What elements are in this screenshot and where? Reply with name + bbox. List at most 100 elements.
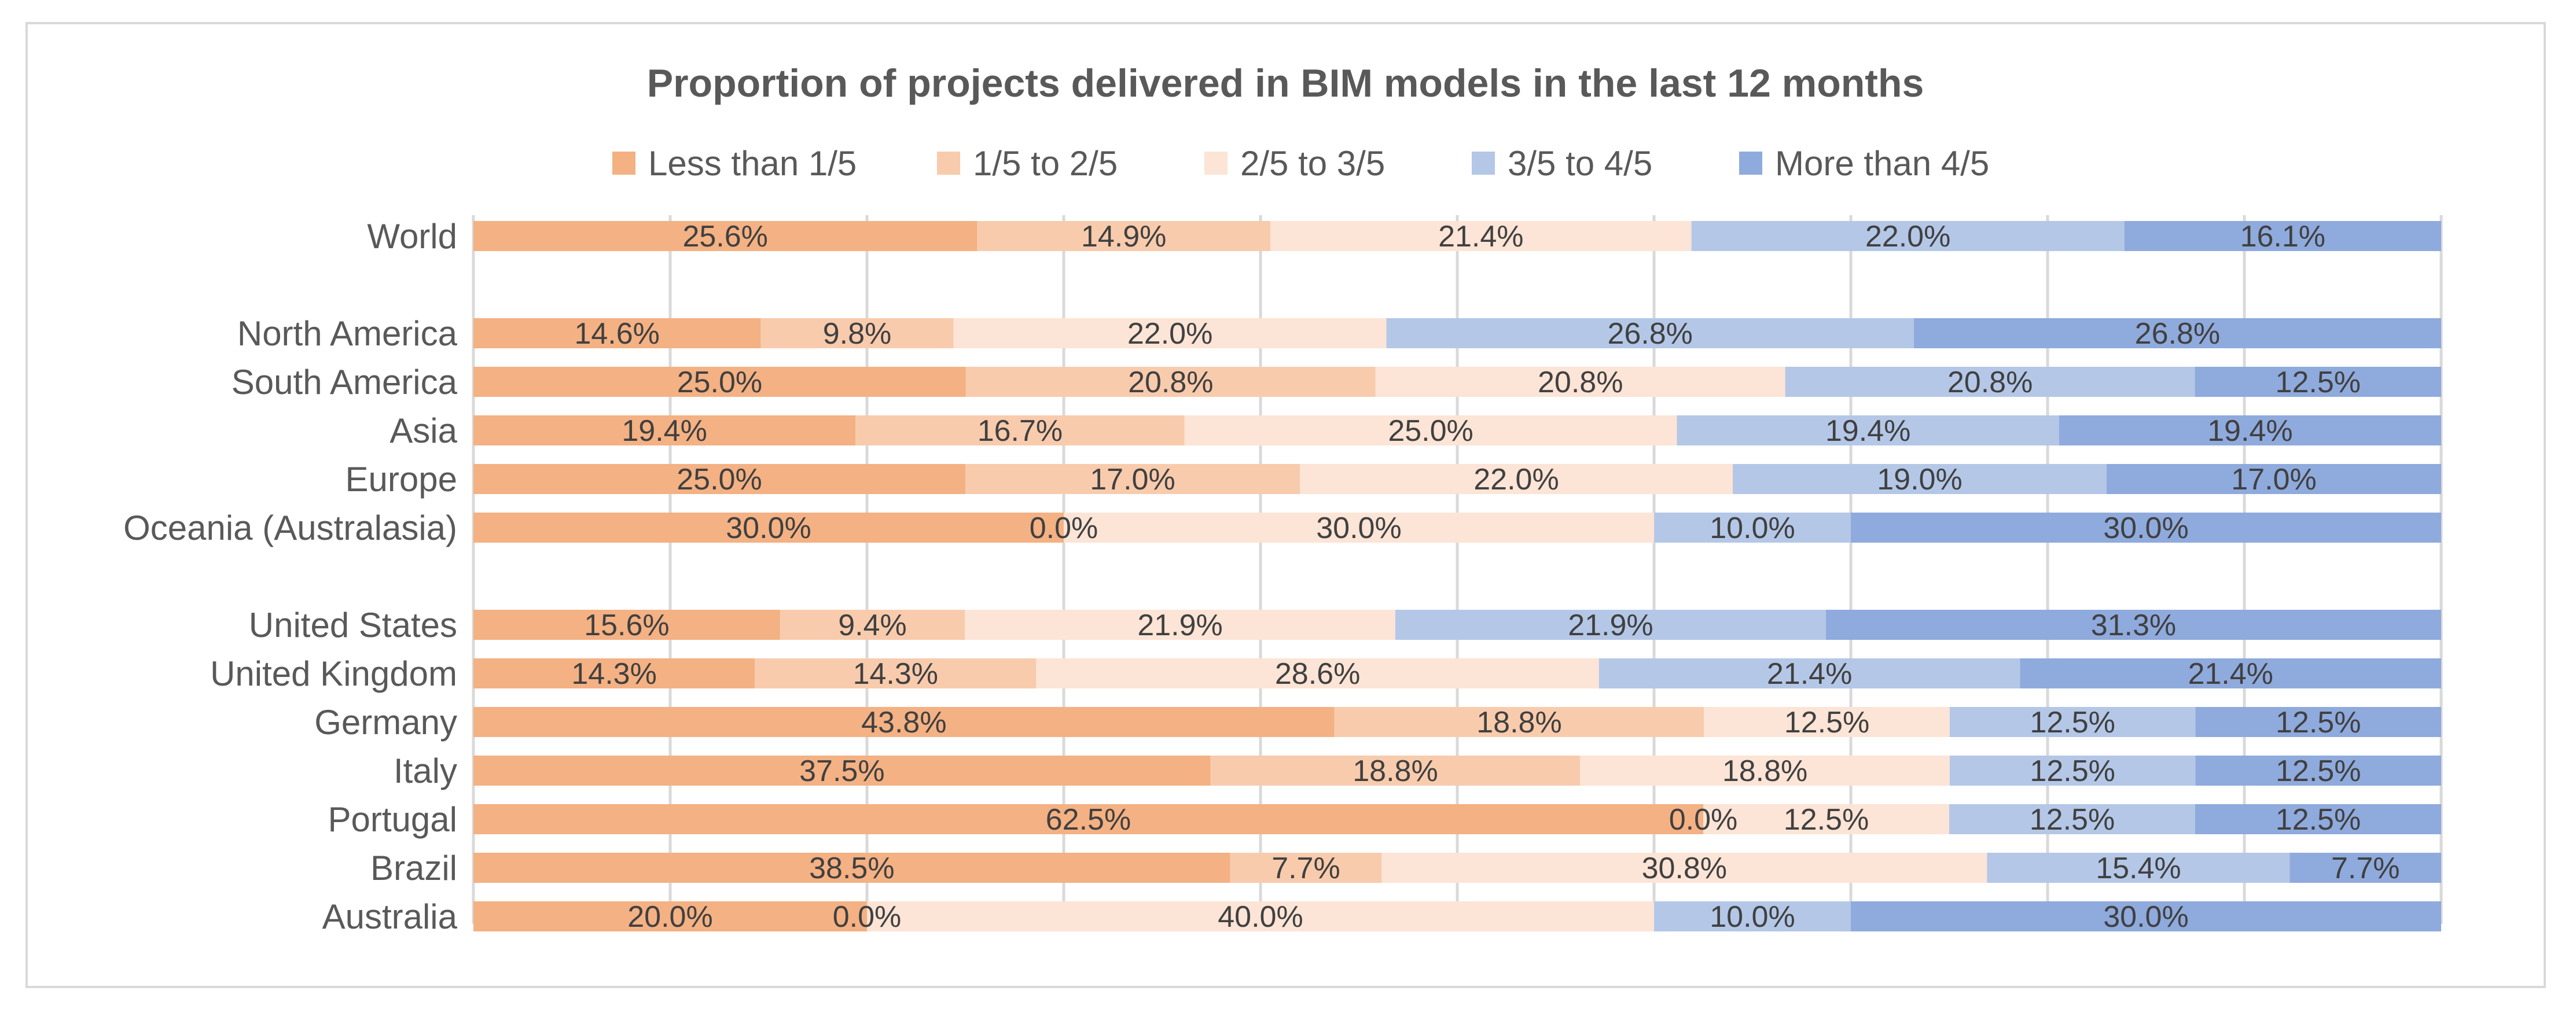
- legend-swatch: [1472, 152, 1495, 175]
- data-label: 22.0%: [1473, 463, 1559, 496]
- data-label: 22.0%: [1127, 317, 1212, 351]
- data-label: 30.0%: [726, 511, 811, 545]
- bar-germany-more-than-4-5: [2195, 707, 2441, 737]
- data-label: 12.5%: [2030, 803, 2115, 837]
- bar-portugal-2-5-to-3-5: [1703, 804, 1949, 834]
- data-label: 22.0%: [1865, 220, 1950, 253]
- data-label: 20.0%: [627, 900, 712, 934]
- bar-north-america-2-5-to-3-5: [953, 318, 1387, 348]
- data-label: 21.4%: [1767, 657, 1852, 691]
- data-label: 12.5%: [2276, 706, 2361, 739]
- data-label: 15.6%: [584, 609, 669, 642]
- bar-north-america-1-5-to-2-5: [760, 318, 954, 348]
- legend-swatch: [937, 152, 960, 175]
- category-label-south-america: South America: [231, 363, 458, 401]
- data-label: 10.0%: [1710, 900, 1795, 934]
- data-label: 12.5%: [2276, 754, 2361, 788]
- bar-united-kingdom-2-5-to-3-5: [1036, 658, 1599, 688]
- bar-world-2-5-to-3-5: [1270, 221, 1692, 251]
- data-label: 10.0%: [1710, 511, 1795, 545]
- category-label-italy: Italy: [394, 752, 457, 790]
- bar-oceania-australasia-more-than-4-5: [1851, 513, 2441, 543]
- bar-italy-3-5-to-4-5: [1949, 756, 2196, 786]
- category-labels: World North America South America Asia Europ…: [123, 217, 458, 936]
- bar-brazil-2-5-to-3-5: [1381, 853, 1987, 883]
- category-label-united-states: United States: [249, 606, 457, 644]
- bar-united-states-3-5-to-4-5: [1395, 610, 1826, 640]
- bar-brazil-more-than-4-5: [2290, 853, 2441, 883]
- category-label-australia: Australia: [322, 897, 458, 936]
- bar-oceania-australasia-3-5-to-4-5: [1654, 513, 1851, 543]
- bar-asia-1-5-to-2-5: [855, 415, 1185, 445]
- category-label-oceania-australasia: Oceania (Australasia): [123, 509, 457, 547]
- bar-germany-3-5-to-4-5: [1949, 707, 2196, 737]
- data-label: 30.0%: [2103, 511, 2188, 545]
- bar-brazil-less-than-1-5: [473, 853, 1230, 883]
- bar-united-kingdom-3-5-to-4-5: [1598, 658, 2020, 688]
- bar-world-less-than-1-5: [473, 221, 978, 251]
- data-label: 20.8%: [1947, 366, 2033, 399]
- legend: Less than 1/5 1/5 to 2/5 2/5 to 3/5 3/5 to …: [612, 144, 1989, 183]
- bar-united-kingdom-less-than-1-5: [473, 658, 755, 688]
- data-label: 16.7%: [978, 414, 1063, 448]
- bar-united-states-2-5-to-3-5: [965, 610, 1396, 640]
- data-label: 12.5%: [1784, 803, 1869, 837]
- legend-swatch: [1204, 152, 1228, 175]
- category-label-world: World: [367, 217, 457, 256]
- legend-label: 2/5 to 3/5: [1240, 144, 1385, 183]
- bar-asia-more-than-4-5: [2059, 415, 2441, 445]
- data-label: 21.4%: [2188, 657, 2273, 691]
- data-label: 62.5%: [1046, 803, 1131, 837]
- data-label: 16.1%: [2240, 220, 2325, 253]
- data-label: 18.8%: [1476, 706, 1561, 739]
- bar-north-america-3-5-to-4-5: [1386, 318, 1914, 348]
- data-label: 14.3%: [571, 657, 656, 691]
- data-label: 30.0%: [2103, 900, 2188, 934]
- data-label: 14.3%: [853, 657, 938, 691]
- data-label: 12.5%: [2276, 366, 2361, 399]
- bar-australia-less-than-1-5: [473, 901, 867, 931]
- bar-europe-1-5-to-2-5: [965, 464, 1300, 494]
- bar-asia-3-5-to-4-5: [1677, 415, 2059, 445]
- bar-south-america-more-than-4-5: [2195, 367, 2441, 397]
- data-label: 20.8%: [1128, 366, 1213, 399]
- chart-title: Proportion of projects delivered in BIM …: [647, 61, 1924, 105]
- bar-europe-less-than-1-5: [473, 464, 965, 494]
- legend-item-less-than-1-5: Less than 1/5: [612, 144, 857, 183]
- data-label: 19.4%: [1825, 414, 1910, 448]
- data-label: 14.6%: [574, 317, 659, 351]
- bar-world-1-5-to-2-5: [977, 221, 1270, 251]
- legend-item-3-5-to-4-5: 3/5 to 4/5: [1472, 144, 1652, 183]
- data-label: 12.5%: [2030, 754, 2115, 788]
- data-label: 26.8%: [1607, 317, 1692, 351]
- bar-australia-3-5-to-4-5: [1654, 901, 1851, 931]
- bar-australia-more-than-4-5: [1851, 901, 2441, 931]
- data-label: 0.0%: [1030, 511, 1098, 545]
- data-label: 43.8%: [861, 706, 946, 739]
- bar-germany-2-5-to-3-5: [1704, 707, 1950, 737]
- data-label: 17.0%: [1090, 463, 1175, 496]
- legend-swatch: [612, 152, 635, 175]
- data-label: 14.9%: [1081, 220, 1166, 253]
- data-label: 12.5%: [2276, 803, 2361, 837]
- data-label: 21.9%: [1137, 609, 1222, 642]
- data-label: 7.7%: [1272, 852, 1340, 885]
- bar-united-states-less-than-1-5: [473, 610, 780, 640]
- data-label: 12.5%: [1784, 706, 1869, 739]
- bar-germany-1-5-to-2-5: [1334, 707, 1704, 737]
- bar-portugal-3-5-to-4-5: [1949, 804, 2195, 834]
- data-label: 17.0%: [2231, 463, 2316, 496]
- bar-italy-1-5-to-2-5: [1210, 756, 1581, 786]
- legend-item-more-than-4-5: More than 4/5: [1739, 144, 1989, 183]
- bar-portugal-less-than-1-5: [473, 804, 1703, 834]
- data-label: 19.4%: [2207, 414, 2292, 448]
- data-label: 18.8%: [1353, 754, 1438, 788]
- data-label: 25.0%: [677, 463, 762, 496]
- data-label: 25.0%: [1388, 414, 1473, 448]
- data-label: 28.6%: [1275, 657, 1360, 691]
- data-label: 21.9%: [1568, 609, 1653, 642]
- legend-item-2-5-to-3-5: 2/5 to 3/5: [1204, 144, 1385, 183]
- bar-north-america-less-than-1-5: [473, 318, 761, 348]
- bars: [473, 221, 2441, 931]
- bar-germany-less-than-1-5: [473, 707, 1335, 737]
